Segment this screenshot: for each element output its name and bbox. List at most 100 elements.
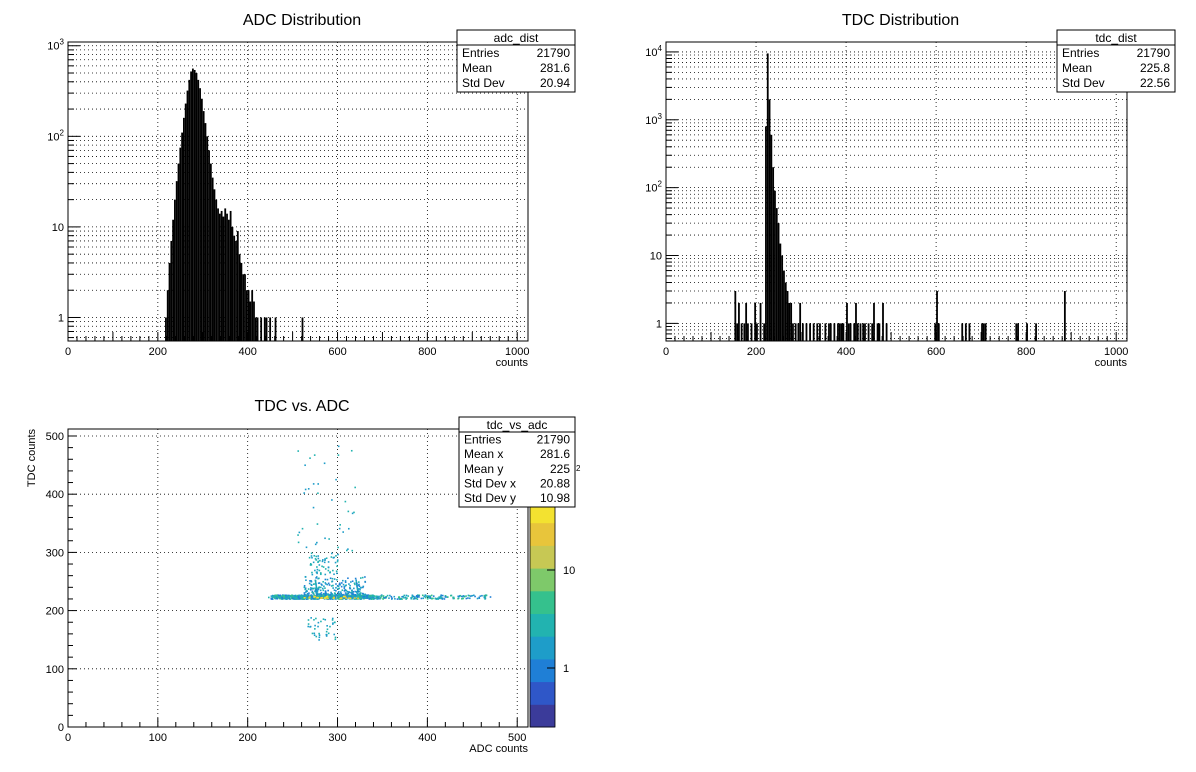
heatmap-cell xyxy=(331,596,334,598)
heatmap-cell xyxy=(363,595,366,598)
histogram-bar xyxy=(754,302,757,341)
histogram-bar xyxy=(783,270,785,341)
heatmap-cell xyxy=(315,587,318,590)
heatmap-cell xyxy=(424,594,427,597)
heatmap-cell xyxy=(335,555,337,557)
heatmap-cell xyxy=(307,619,310,621)
heatmap-cell xyxy=(406,597,408,599)
x-tick-label: 200 xyxy=(149,346,167,358)
heatmap-cell xyxy=(285,595,288,598)
histogram-bar xyxy=(213,189,216,341)
heatmap-cell xyxy=(281,596,283,599)
heatmap-cell xyxy=(390,595,393,598)
heatmap-cell xyxy=(279,596,282,599)
y-axis-label: TDC counts xyxy=(26,429,38,488)
heatmap-cell xyxy=(327,595,330,597)
histogram-bar xyxy=(743,323,746,341)
heatmap-cell xyxy=(276,597,278,600)
heatmap-cell xyxy=(467,597,469,599)
heatmap-cell xyxy=(340,582,343,584)
heatmap-cell xyxy=(404,596,407,599)
heatmap-cell xyxy=(292,595,295,598)
heatmap-cell xyxy=(314,569,316,572)
heatmap-cell xyxy=(413,597,416,600)
plot-area xyxy=(68,42,528,341)
heatmap-cell xyxy=(316,571,318,573)
histogram-bar xyxy=(876,323,879,341)
heatmap-cell xyxy=(318,596,321,598)
adc-panel: 0 200 400 600 800 1000 1 10 102 103 ADC Distributi… xyxy=(47,12,576,369)
x-axis-label: ADC counts xyxy=(469,743,528,755)
heatmap-cell xyxy=(301,598,303,600)
heatmap-cell xyxy=(349,587,351,590)
stats-label: Std Dev xyxy=(1062,76,1105,90)
histogram-bar xyxy=(984,323,987,341)
heatmap-cell xyxy=(317,561,319,564)
histogram-bar xyxy=(805,323,808,341)
heatmap-cell xyxy=(298,531,301,534)
y-tick-label: 1 xyxy=(58,312,64,324)
heatmap-cell xyxy=(329,596,332,599)
heatmap-cell xyxy=(337,454,340,456)
heatmap-cell xyxy=(326,583,329,586)
heatmap-cell xyxy=(320,620,322,623)
heatmap-cell xyxy=(325,635,328,637)
heatmap-cell xyxy=(288,594,290,597)
heatmap-cell xyxy=(440,594,442,597)
heatmap-cell xyxy=(313,596,316,598)
heatmap-cell xyxy=(426,595,428,597)
heatmap-cell xyxy=(304,488,307,491)
heatmap-cell xyxy=(368,596,370,599)
histogram-bar xyxy=(859,323,862,341)
histogram-bar xyxy=(736,323,739,341)
stats-value: 21790 xyxy=(537,46,571,60)
heatmap-cell xyxy=(331,552,333,555)
heatmap-cell xyxy=(300,595,303,597)
heatmap-cell xyxy=(318,582,321,584)
heatmap-cell xyxy=(329,625,331,628)
heatmap-cell xyxy=(384,597,387,599)
heatmap-cell xyxy=(375,596,377,598)
heatmap-cell xyxy=(362,595,365,598)
histogram-bar xyxy=(170,240,173,341)
heatmap-cell xyxy=(357,597,360,600)
heatmap-cell xyxy=(351,595,354,598)
heatmap-cell xyxy=(349,597,352,600)
heatmap-cell xyxy=(375,597,378,599)
histogram-bar xyxy=(734,290,737,341)
heatmap-cell xyxy=(305,591,307,593)
heatmap-cell xyxy=(347,527,350,530)
histogram-bar xyxy=(878,323,881,341)
heatmap-cell xyxy=(312,561,315,564)
stats-value: 20.88 xyxy=(540,476,570,490)
heatmap-cell xyxy=(304,587,307,590)
heatmap-cell xyxy=(317,597,320,600)
y-tick-label: 1 xyxy=(656,318,662,330)
heatmap-cell xyxy=(352,593,355,595)
histogram-bar xyxy=(227,219,230,341)
heatmap-cell xyxy=(315,597,318,599)
heatmap-cell xyxy=(271,597,274,599)
histogram-bar xyxy=(833,323,836,341)
heatmap-cell xyxy=(414,596,416,598)
heatmap-cell xyxy=(336,597,339,600)
tdc-panel: 0 200 400 600 800 1000 1 10 102 103 104 TDC Distrib… xyxy=(645,12,1176,369)
stats-label: Mean xyxy=(462,61,492,75)
heatmap-cell xyxy=(364,596,367,598)
heatmap-cell xyxy=(461,597,463,600)
histogram-bar xyxy=(849,323,852,341)
heatmap-cell xyxy=(332,569,334,572)
heatmap-cell xyxy=(303,585,306,587)
heatmap-cell xyxy=(343,587,346,589)
heatmap-cell xyxy=(308,582,311,585)
heatmap-cell xyxy=(339,596,342,598)
heatmap-cell xyxy=(329,597,332,600)
heatmap-cell xyxy=(343,585,346,588)
heatmap-cell xyxy=(313,618,315,621)
heatmap-cell xyxy=(343,590,346,592)
heatmap-cell xyxy=(283,595,285,598)
heatmap-cell xyxy=(481,594,483,597)
y-tick-label: 102 xyxy=(645,180,662,195)
heatmap-cell xyxy=(290,594,292,597)
histogram-bar xyxy=(222,216,225,341)
